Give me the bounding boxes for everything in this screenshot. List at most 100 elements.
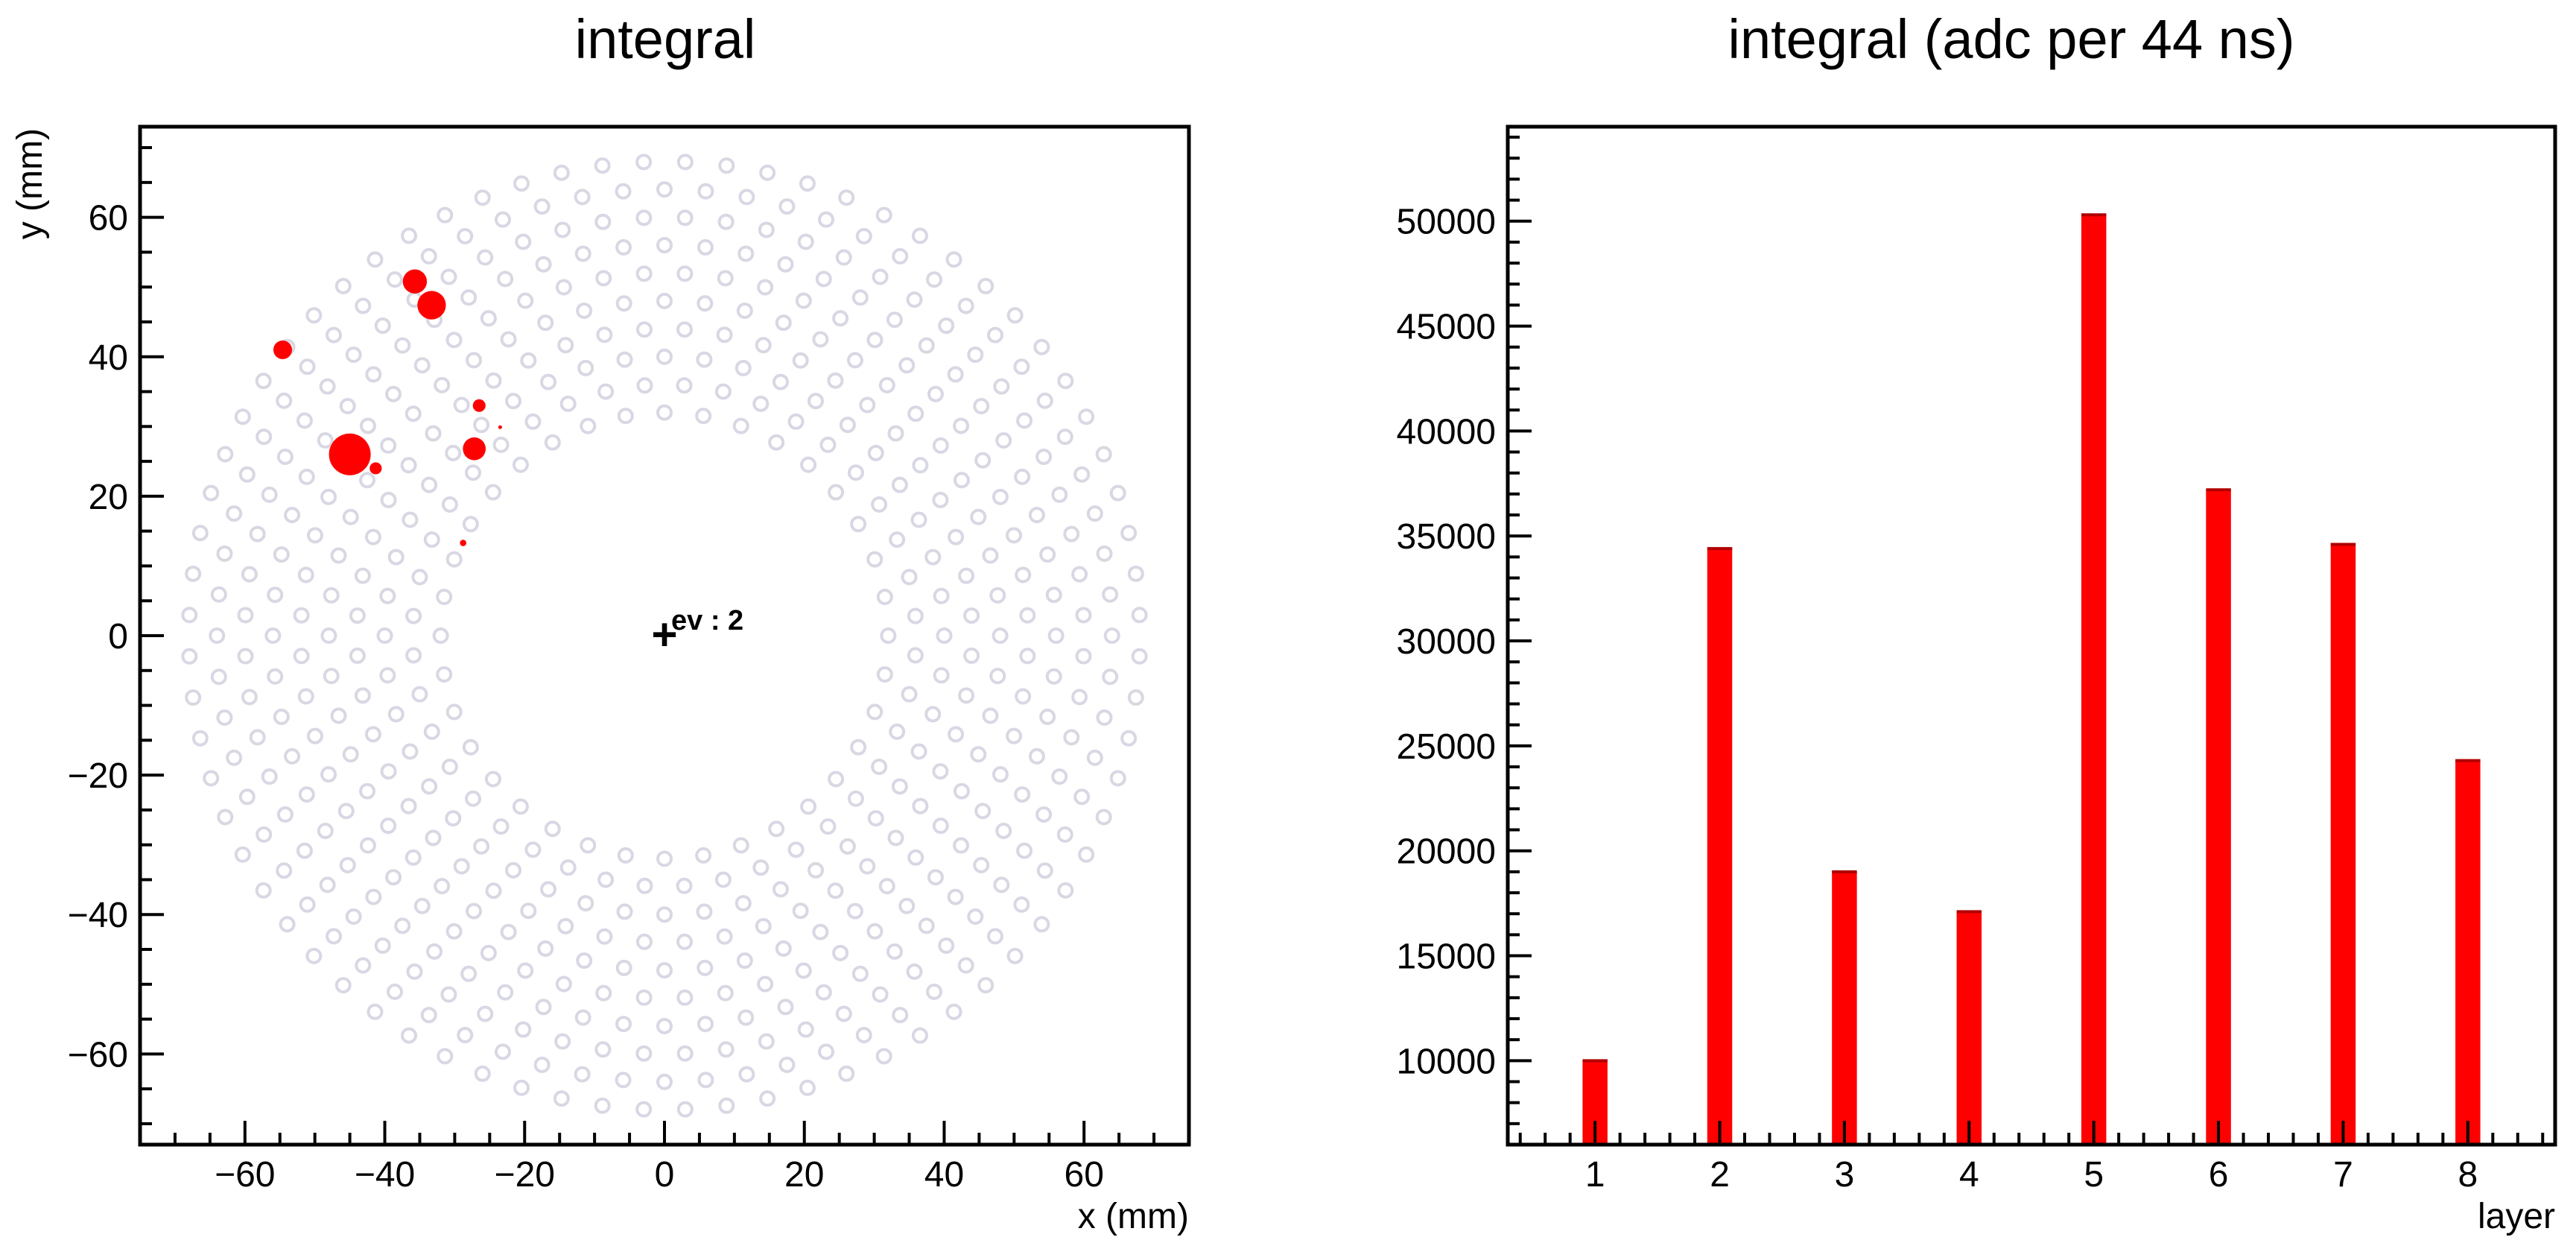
pad-marker <box>818 211 835 228</box>
pad-marker <box>445 703 463 721</box>
pad-marker <box>933 667 950 684</box>
pad-marker <box>425 425 442 442</box>
pad-marker <box>574 245 591 262</box>
pad-marker <box>524 841 542 858</box>
hit-map-ticks <box>140 146 1156 1145</box>
pad-marker <box>500 923 517 940</box>
pad-marker <box>866 703 883 721</box>
pad-marker <box>436 665 453 683</box>
pad-marker <box>1056 428 1073 446</box>
pad-marker <box>615 238 632 256</box>
pad-marker <box>234 846 251 863</box>
pad-marker <box>216 545 233 562</box>
pad-marker <box>635 321 653 338</box>
pad-marker <box>420 1007 437 1024</box>
pad-marker <box>932 763 949 780</box>
pad-marker <box>597 871 615 888</box>
pad-marker <box>354 567 371 584</box>
pad-marker <box>912 797 929 815</box>
pad-marker <box>717 213 735 230</box>
pad-marker <box>970 508 987 525</box>
pad-marker <box>901 569 918 586</box>
hit-map-panel: integral + ev : 2 −60 −40 −20 0 20 40 60 −60 −4… <box>10 8 1191 1236</box>
pad-marker <box>656 850 673 867</box>
pad-marker <box>616 903 633 920</box>
pad-marker <box>264 627 282 644</box>
pad-marker <box>237 607 254 624</box>
pad-marker <box>405 647 422 664</box>
pad-marker <box>276 392 293 409</box>
pad-marker <box>738 1066 755 1083</box>
pad-marker <box>334 277 352 294</box>
pad-marker <box>305 307 323 324</box>
pad-marker <box>787 413 805 430</box>
pad-marker <box>953 837 970 854</box>
pad-marker <box>815 271 832 288</box>
pad-marker <box>855 1027 872 1044</box>
pad-marker <box>953 472 970 489</box>
pad-marker <box>992 488 1009 505</box>
pad-marker <box>859 396 876 414</box>
layer-bar <box>2206 490 2231 1145</box>
pad-marker <box>615 1072 632 1089</box>
pad-marker <box>737 245 755 262</box>
pad-marker <box>1039 708 1056 725</box>
pad-marker <box>445 810 462 827</box>
pad-marker <box>958 687 975 704</box>
pad-marker <box>267 668 284 685</box>
pad-marker <box>807 861 824 879</box>
pad-marker <box>517 962 534 979</box>
pad-marker <box>676 321 694 338</box>
pad-marker <box>595 984 612 1002</box>
pad-marker <box>453 396 470 414</box>
pad-marker <box>317 432 334 449</box>
pad-marker <box>716 326 733 344</box>
pad-marker <box>977 977 994 994</box>
pad-marker <box>298 786 315 803</box>
layer-bar <box>2330 544 2356 1145</box>
layer-tick-label: 6 <box>2209 1155 2229 1195</box>
pad-marker <box>273 708 290 725</box>
pad-marker <box>1014 468 1031 485</box>
hit-map-y-axis-title: y (mm) <box>10 128 50 239</box>
pad-marker <box>339 856 356 873</box>
pad-marker <box>557 917 574 934</box>
pad-marker <box>557 337 574 354</box>
pad-marker <box>807 393 824 410</box>
pad-marker <box>436 589 453 606</box>
pad-marker <box>299 896 316 913</box>
pad-marker <box>345 908 362 925</box>
layer-tick-labels: 1 2 3 4 5 6 7 8 <box>1585 1155 2478 1195</box>
pad-marker <box>838 189 855 206</box>
pad-marker <box>480 310 497 327</box>
pad-marker <box>238 466 256 483</box>
layer-tick-label: 8 <box>2458 1155 2478 1195</box>
pad-marker <box>255 882 272 899</box>
pad-marker <box>812 923 829 940</box>
pad-marker <box>758 1033 775 1050</box>
pad-marker <box>777 256 794 273</box>
pad-marker <box>226 749 243 766</box>
pad-marker <box>757 279 774 296</box>
pad-marker <box>855 227 872 244</box>
pad-marker <box>737 1009 755 1026</box>
pad-marker <box>656 237 673 254</box>
pad-marker <box>256 826 273 843</box>
pad-marker <box>284 747 301 765</box>
layer-bar <box>1956 911 1982 1145</box>
pad-marker <box>401 227 418 244</box>
pad-marker <box>1071 689 1088 706</box>
pad-marker <box>359 472 376 489</box>
pad-marker <box>477 249 494 266</box>
pad-marker <box>1036 392 1053 409</box>
y-tick-label: −60 <box>68 1035 128 1075</box>
pad-marker <box>217 446 234 463</box>
pad-marker <box>359 782 376 800</box>
pad-marker <box>405 849 422 866</box>
pad-marker <box>577 895 594 912</box>
pad-marker <box>970 746 987 763</box>
pad-marker <box>846 902 863 920</box>
pad-marker <box>394 917 411 934</box>
pad-marker <box>1102 668 1119 686</box>
pad-marker <box>912 457 929 474</box>
